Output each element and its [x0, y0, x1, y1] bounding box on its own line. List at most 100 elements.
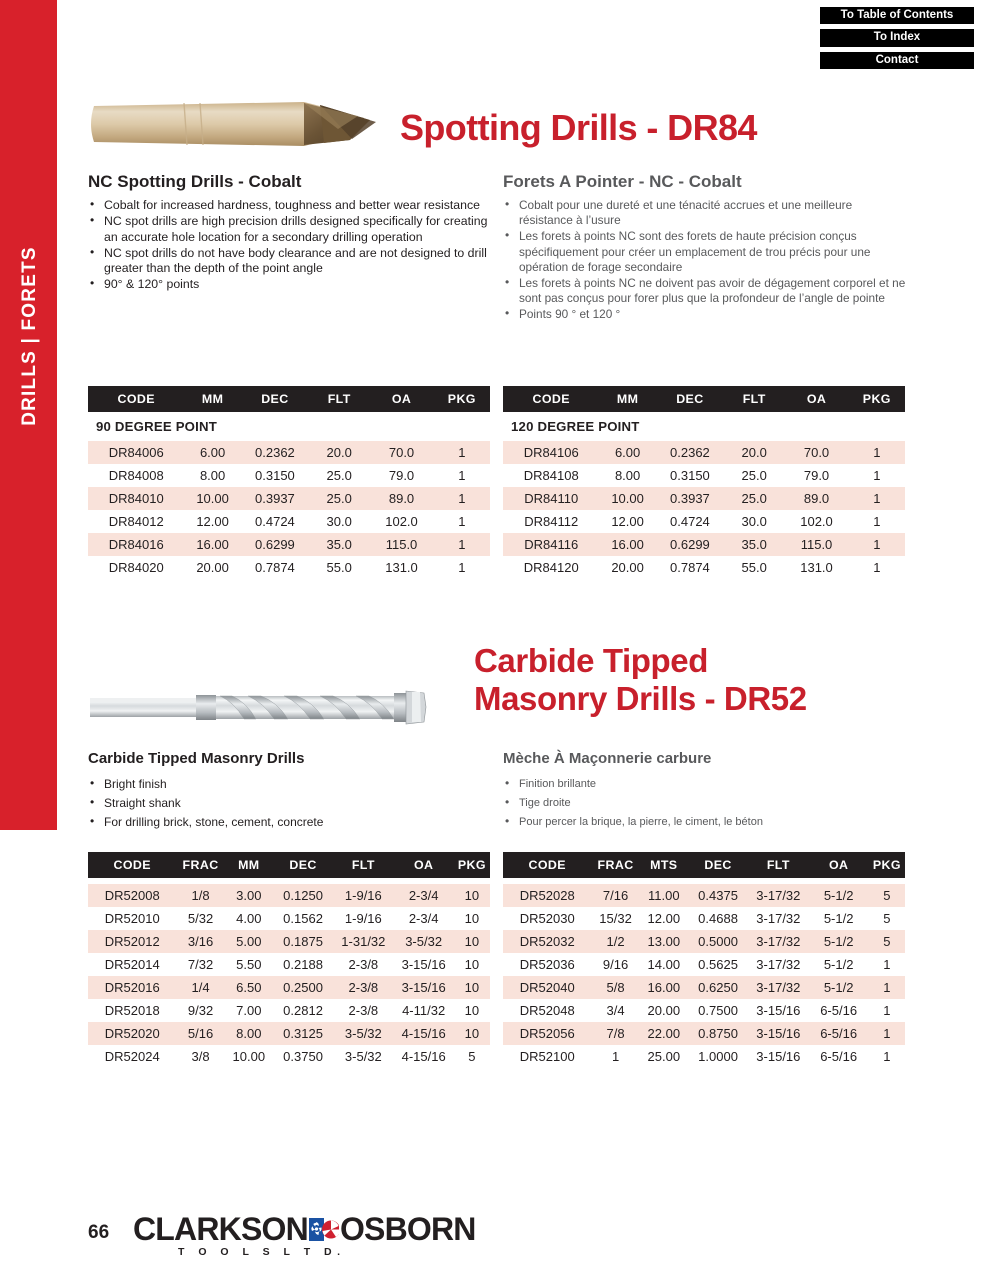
cell-frac: 9/32: [187, 1003, 214, 1018]
cell-oa: 131.0: [800, 560, 833, 575]
table-row: DR84016 16.00 0.6299 35.0 115.0 1: [88, 533, 490, 556]
cell-flt: 3-17/32: [748, 884, 809, 907]
table-row: DR52024 3/8 10.00 0.3750 3-5/32 4-15/16 …: [88, 1045, 490, 1068]
contact-button[interactable]: Contact: [819, 50, 975, 71]
table-row: DR84110 10.00 0.3937 25.0 89.0 1: [503, 487, 905, 510]
cell-code: DR52048: [519, 1003, 575, 1018]
cell-code: DR52100: [519, 1049, 575, 1064]
cell-dec: 0.6250: [687, 976, 749, 999]
page-number: 66: [88, 1222, 110, 1243]
cell-pkg: 10: [453, 976, 490, 999]
column-header: OA: [784, 386, 849, 412]
list-item: 90° & 120° points: [88, 276, 488, 292]
cell-dec: 0.4724: [255, 514, 295, 529]
list-item: Straight shank: [88, 793, 488, 812]
cell-frac: 3/16: [176, 930, 225, 953]
cell-mts: 25.00: [647, 1049, 681, 1064]
table-row: DR52016 1/4 6.50 0.2500 2-3/8 3-15/16 10: [88, 976, 490, 999]
cell-dec: 0.7500: [698, 1003, 738, 1018]
group-label: 90 DEGREE POINT: [88, 412, 490, 441]
table-row: DR84012 12.00 0.4724 30.0 102.0 1: [88, 510, 490, 533]
column-header: FLT: [748, 852, 809, 878]
table-spacer-row: [88, 878, 490, 884]
table-row: DR52040 5/8 16.00 0.6250 3-17/32 5-1/2 1: [503, 976, 905, 999]
cell-mm: 20.00: [196, 560, 229, 575]
to-table-of-contents-button[interactable]: To Table of Contents: [819, 6, 975, 26]
cell-flt: 3-17/32: [748, 976, 809, 999]
cell-code: DR84110: [503, 487, 600, 510]
list-item: Les forets à points NC sont des forets d…: [503, 228, 908, 275]
cell-code: DR84120: [523, 560, 579, 575]
column-header: MM: [224, 852, 273, 878]
cell-flt: 1-9/16: [333, 884, 394, 907]
cell-oa: 102.0: [385, 514, 418, 529]
cell-oa: 70.0: [369, 441, 434, 464]
section1-heading-en: NC Spotting Drills - Cobalt: [88, 172, 302, 191]
table-row: DR84010 10.00 0.3937 25.0 89.0 1: [88, 487, 490, 510]
cell-dec: 0.2812: [283, 1003, 323, 1018]
cell-pkg: 5: [868, 884, 905, 907]
cell-mm: 12.00: [611, 514, 644, 529]
cell-mm: 3.00: [224, 884, 273, 907]
cell-code: DR52040: [503, 976, 592, 999]
cell-pkg: 10: [453, 930, 490, 953]
table-header-row: CODE FRAC MTS DEC FLT OA PKG: [503, 852, 905, 878]
cell-frac: 1/2: [591, 930, 640, 953]
cell-mts: 14.00: [647, 957, 681, 972]
logo-subtitle: T O O L S L T D.: [178, 1246, 346, 1258]
cell-flt: 30.0: [326, 514, 352, 529]
cell-flt: 35.0: [309, 533, 370, 556]
list-item: Cobalt pour une dureté et une ténacité a…: [503, 197, 908, 228]
cell-code: DR84016: [88, 533, 185, 556]
cell-code: DR52012: [88, 930, 177, 953]
cell-pkg: 5: [468, 1049, 476, 1064]
cell-pkg: 5: [868, 930, 905, 953]
cell-mm: 16.00: [184, 533, 241, 556]
cell-oa: 3-15/16: [393, 976, 454, 999]
table-row: DR52028 7/16 11.00 0.4375 3-17/32 5-1/2 …: [503, 884, 905, 907]
column-header: OA: [393, 852, 454, 878]
cell-flt: 1-9/16: [344, 911, 382, 926]
column-header: OA: [808, 852, 869, 878]
cell-dec: 0.4724: [670, 514, 710, 529]
cell-dec: 0.3150: [255, 468, 295, 483]
cell-frac: 9/16: [602, 957, 629, 972]
cell-flt: 1-31/32: [333, 930, 394, 953]
table-row: DR84120 20.00 0.7874 55.0 131.0 1: [503, 556, 905, 579]
cell-oa: 6-5/16: [820, 1049, 858, 1064]
cell-code: DR52016: [88, 976, 177, 999]
cell-oa: 6-5/16: [820, 1003, 858, 1018]
table-row: DR52008 1/8 3.00 0.1250 1-9/16 2-3/4 10: [88, 884, 490, 907]
cell-dec: 0.2188: [283, 957, 323, 972]
cell-oa: 5-1/2: [808, 976, 869, 999]
cell-mm: 8.00: [614, 468, 641, 483]
cell-mm: 8.00: [199, 468, 226, 483]
list-item: Les forets à points NC ne doivent pas av…: [503, 275, 908, 306]
section2-title-line1: Carbide Tipped: [474, 642, 708, 679]
cell-dec: 0.2362: [655, 441, 725, 464]
table-dr52-left: CODE FRAC MM DEC FLT OA PKG DR52008 1/8 …: [88, 852, 490, 1068]
cell-oa: 70.0: [784, 441, 849, 464]
to-index-button[interactable]: To Index: [819, 28, 975, 48]
cell-code: DR84116: [503, 533, 600, 556]
cell-frac: 7/32: [187, 957, 214, 972]
cell-mm: 16.00: [599, 533, 656, 556]
table-row: DR84112 12.00 0.4724 30.0 102.0 1: [503, 510, 905, 533]
table-row: DR52100 1 25.00 1.0000 3-15/16 6-5/16 1: [503, 1045, 905, 1068]
cell-dec: 0.2362: [240, 441, 310, 464]
table-row: DR52032 1/2 13.00 0.5000 3-17/32 5-1/2 5: [503, 930, 905, 953]
cell-mm: 6.50: [224, 976, 273, 999]
cell-flt: 55.0: [741, 560, 767, 575]
cell-flt: 2-3/8: [348, 1003, 379, 1018]
cell-oa: 79.0: [388, 468, 415, 483]
cell-mts: 20.00: [647, 1003, 681, 1018]
cell-frac: 7/8: [591, 1022, 640, 1045]
cell-oa: 115.0: [784, 533, 849, 556]
column-header: FLT: [333, 852, 394, 878]
table-group-header: 120 DEGREE POINT: [503, 412, 905, 441]
cell-code: DR52010: [104, 911, 160, 926]
cell-flt: 25.0: [724, 487, 785, 510]
cell-code: DR52020: [88, 1022, 177, 1045]
cell-oa: 6-5/16: [808, 1022, 869, 1045]
column-header: PKG: [433, 386, 490, 412]
